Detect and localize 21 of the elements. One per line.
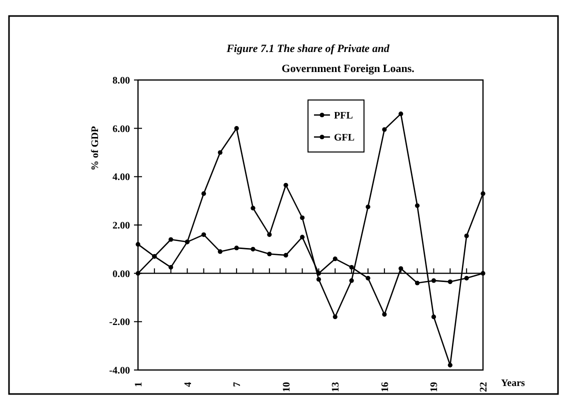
x-tick-label: 13 <box>330 382 342 392</box>
chart-title: Figure 7.1 The share of Private and <box>226 43 390 55</box>
y-tick-label: 8.00 <box>112 76 130 86</box>
x-tick-label: 7 <box>232 382 244 387</box>
legend-label: PFL <box>334 110 354 122</box>
y-tick-label: 6.00 <box>112 124 130 135</box>
x-tick-label: 4 <box>182 382 194 387</box>
y-tick-label: 0.00 <box>112 268 130 280</box>
x-tick-label: 19 <box>429 382 440 392</box>
x-tick-label: 16 <box>380 382 391 392</box>
y-tick-label: 2.00 <box>112 220 130 232</box>
x-tick-label: 1 <box>134 382 144 387</box>
y-tick-label: -2.00 <box>109 317 130 328</box>
legend-label: GFL <box>334 132 355 144</box>
x-axis-title: Years <box>501 378 526 389</box>
y-tick-label: 4.00 <box>112 172 130 184</box>
y-tick-label: -4.00 <box>109 366 130 376</box>
x-tick-label: 22 <box>478 382 490 392</box>
y-axis-title: % of GDP <box>90 126 101 171</box>
x-tick-label: 10 <box>281 382 292 392</box>
chart-subtitle: Government Foreign Loans. <box>282 63 415 75</box>
